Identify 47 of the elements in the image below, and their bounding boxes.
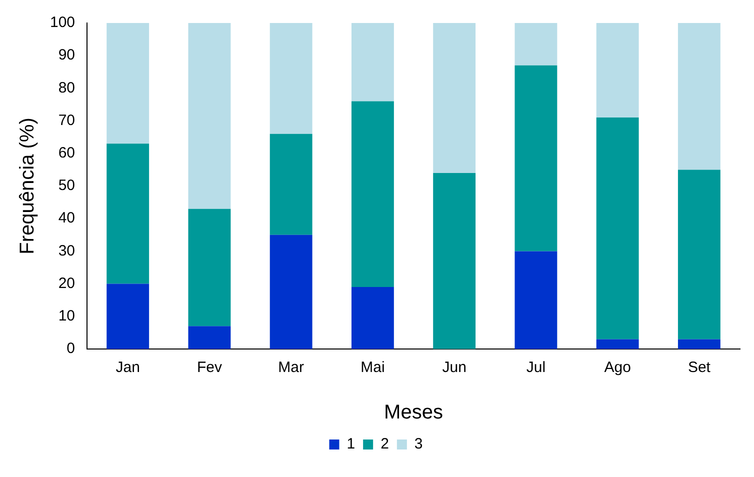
y-tick-label: 80 [58,79,76,96]
y-tick-label: 0 [66,340,76,358]
bar [678,339,720,349]
x-tick-label: Ago [604,359,631,376]
bar [596,118,639,340]
bar [433,172,476,349]
y-tick-label: 10 [58,308,76,325]
bar [188,23,231,209]
bar [678,23,720,170]
y-axis-title: Frequência (%) [16,118,39,254]
bar [351,101,394,288]
x-tick-label: Set [688,359,712,376]
bar [106,23,150,144]
bar [188,208,231,326]
bar [106,144,150,284]
x-tick-label: Jan [116,359,140,376]
y-tick-label: 60 [58,144,76,162]
bar [351,23,394,102]
bar [270,234,312,349]
x-tick-label: Mar [278,359,304,376]
bar [596,23,639,118]
legend-label: 1 [346,436,356,453]
legend-label: 2 [380,436,389,453]
x-axis-title: Meses [384,402,443,424]
y-tick-label: 50 [58,177,76,194]
bar [678,170,720,340]
bar [270,134,312,235]
bar [188,326,231,349]
y-tick-label: 20 [58,274,76,292]
bar [351,287,394,349]
bar [514,251,558,349]
bar [106,284,150,349]
y-tick-label: 30 [58,242,76,260]
bar [270,23,312,134]
legend-label: 3 [414,436,423,453]
y-tick-label: 40 [58,210,76,227]
bar [514,23,558,66]
y-tick-label: 70 [58,112,76,129]
y-tick-label: 90 [58,46,76,64]
x-tick-label: Jun [442,359,466,376]
x-tick-label: Mai [360,359,385,376]
x-tick-label: Fev [196,359,222,376]
x-tick-label: Jul [526,359,546,376]
y-tick-label: 100 [50,14,76,32]
bar [514,65,558,252]
bar [433,23,476,173]
bar [596,339,639,349]
